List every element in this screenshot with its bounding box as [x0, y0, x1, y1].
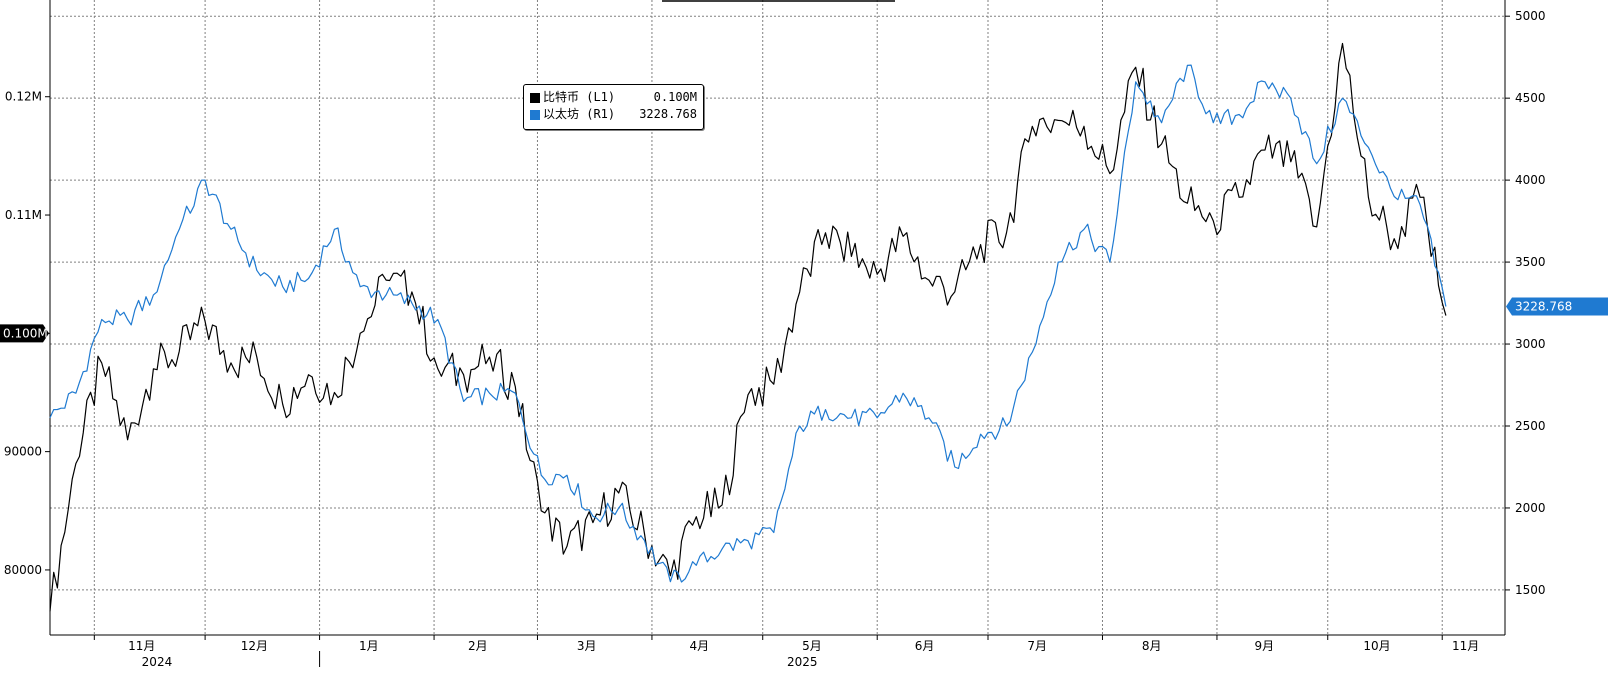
- legend-value-ethereum: 3228.768: [639, 107, 697, 121]
- y-right-tick-label: 4500: [1515, 91, 1546, 105]
- legend-item-ethereum: 以太坊 (R1) 3228.768: [530, 106, 697, 123]
- x-month-label: 3月: [577, 639, 597, 653]
- y-right-tick-label: 4000: [1515, 173, 1546, 187]
- y-right-tick-label: 1500: [1515, 583, 1546, 597]
- series: [49, 42, 1447, 612]
- left-value-badge-text: 0.100M: [3, 326, 48, 340]
- x-month-label: 6月: [915, 639, 935, 653]
- legend: 比特币 (L1) 0.100M 以太坊 (R1) 3228.768: [523, 84, 704, 130]
- x-month-label: 11月: [128, 639, 155, 653]
- x-month-label: 12月: [241, 639, 268, 653]
- y-left-tick-label: 80000: [4, 563, 42, 577]
- legend-label-bitcoin: 比特币 (L1): [543, 90, 616, 104]
- y-left-tick-label: 90000: [4, 445, 42, 459]
- x-month-label: 4月: [690, 639, 710, 653]
- right-value-badge-shape: [1506, 297, 1608, 316]
- left-value-badge-shape: [0, 324, 49, 343]
- x-month-label: 7月: [1027, 639, 1047, 653]
- grid: [50, 0, 1505, 635]
- x-month-label: 10月: [1363, 639, 1390, 653]
- legend-item-bitcoin: 比特币 (L1) 0.100M: [530, 89, 697, 106]
- x-month-label: 5月: [802, 639, 822, 653]
- legend-swatch-ethereum: [530, 109, 540, 120]
- legend-swatch-bitcoin: [530, 92, 540, 103]
- axis-badges: 0.100M 3228.768: [0, 297, 1608, 343]
- y-right-tick-label: 2500: [1515, 419, 1546, 433]
- x-month-label: 2月: [468, 639, 488, 653]
- y-left-tick-label: 0.11M: [5, 208, 42, 222]
- y-right-tick-label: 3000: [1515, 337, 1546, 351]
- series-line-ethereum: [49, 64, 1447, 583]
- legend-value-bitcoin: 0.100M: [653, 90, 697, 104]
- axes: 1500 2000 2500 3000 3500 4000 4500 5000 80000 900…: [4, 0, 1546, 669]
- y-right-tick-label: 5000: [1515, 9, 1546, 23]
- right-value-badge: 3228.768: [1506, 297, 1608, 316]
- x-month-label: 11月: [1452, 639, 1479, 653]
- y-right-tick-label: 3500: [1515, 255, 1546, 269]
- y-left-tick-label: 0.12M: [5, 90, 42, 104]
- left-value-badge: 0.100M: [0, 324, 49, 343]
- x-month-label: 9月: [1255, 639, 1275, 653]
- series-line-bitcoin: [49, 42, 1447, 612]
- x-month-label: 8月: [1142, 639, 1162, 653]
- right-value-badge-text: 3228.768: [1515, 300, 1572, 314]
- y-right-tick-label: 2000: [1515, 501, 1546, 515]
- legend-label-ethereum: 以太坊 (R1): [543, 107, 616, 121]
- x-month-label: 1月: [359, 639, 379, 653]
- x-year-label: 2025: [787, 655, 818, 669]
- x-year-label: 2024: [142, 655, 173, 669]
